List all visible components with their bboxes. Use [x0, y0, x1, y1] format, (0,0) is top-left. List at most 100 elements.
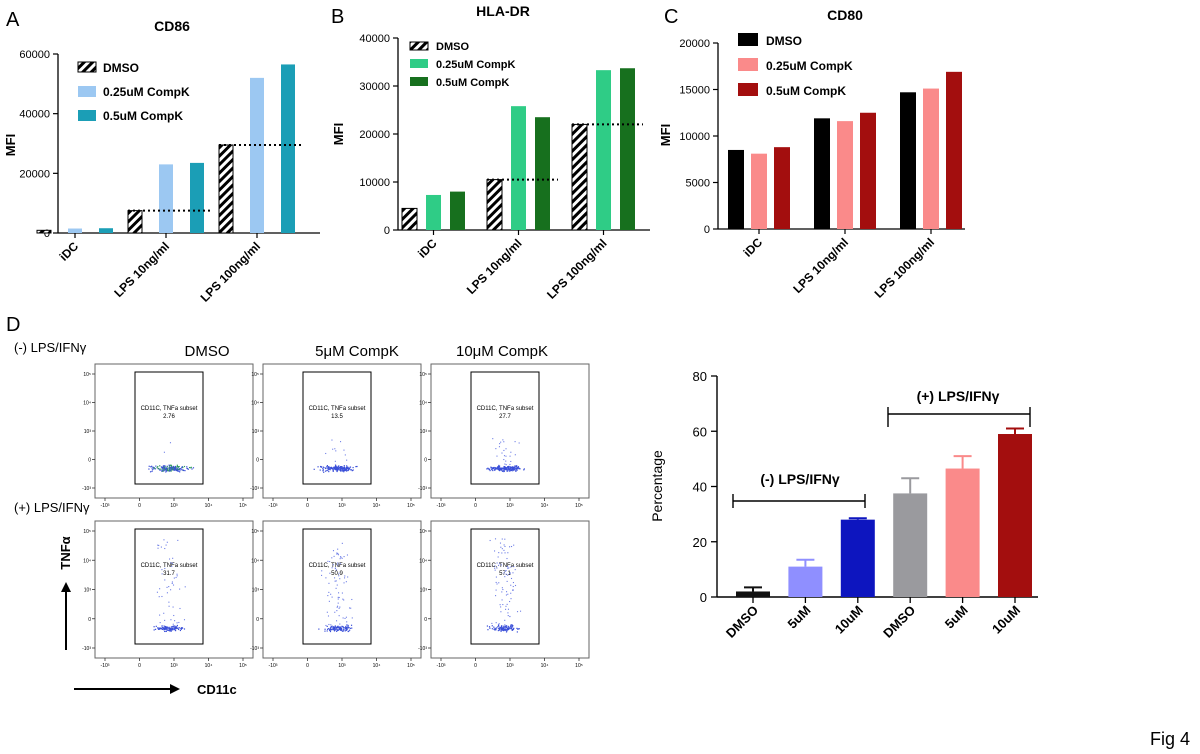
flow-event	[156, 467, 158, 469]
flow-event	[159, 469, 161, 471]
flow-event	[505, 573, 507, 575]
flow-event	[161, 627, 163, 630]
flow-event	[339, 556, 342, 558]
flow-event	[342, 626, 344, 628]
percentage-x-tick-label: DMSO	[880, 603, 918, 641]
cd80-bar-lps-100ng-ml-s1	[923, 88, 939, 229]
flow-event	[351, 470, 353, 472]
flow-event	[503, 458, 505, 461]
flow-event	[328, 600, 330, 602]
flow-row-label-pos: (+) LPS/IFNγ	[14, 500, 90, 515]
flow-event	[501, 599, 503, 601]
flow-event	[505, 448, 507, 450]
flow-event	[326, 630, 328, 632]
flow-event	[338, 596, 340, 599]
flow-event	[327, 468, 329, 470]
flow-event	[346, 467, 349, 469]
flow-event	[510, 592, 512, 594]
flow-event	[169, 467, 171, 469]
hla-dr-legend-05: 0.5uM CompK	[436, 77, 509, 89]
flow-event	[499, 604, 501, 606]
flow-event	[161, 468, 164, 470]
flow-event	[336, 467, 338, 469]
cd80-y-tick-label: 15000	[679, 85, 710, 97]
cd86-bar-lps-10ng-ml-s0	[127, 210, 143, 234]
percentage-y-tick-label: 20	[693, 535, 707, 550]
flow-event	[329, 628, 331, 630]
flow-event	[174, 620, 176, 622]
flow-event	[179, 471, 181, 473]
flow-event	[174, 629, 176, 631]
flow-event	[178, 468, 180, 470]
flow-event	[324, 628, 326, 630]
flow-event	[162, 625, 164, 627]
flow-event	[348, 468, 350, 471]
flow-event	[491, 628, 493, 630]
flow-event	[497, 466, 499, 468]
flow-gate	[134, 528, 204, 645]
flow-event	[503, 470, 505, 473]
flow-event	[174, 465, 177, 468]
hla-dr-bar-lps-100ng-ml-s0	[571, 123, 588, 231]
flow-event	[512, 589, 514, 591]
flow-event	[514, 584, 517, 587]
flow-event	[323, 467, 325, 469]
flow-plot-r0-c2: 10⁵ 10⁴ 10³ 0 -10³ -10³ 0 10³ 10⁴ 10⁵ CD11C, TNFa …	[418, 363, 590, 509]
flow-event	[161, 626, 163, 629]
flow-event	[510, 469, 513, 472]
flow-event	[168, 628, 170, 630]
hla-dr-x-ticks: iDC LPS 10ng/ml LPS 100ng/ml	[415, 230, 610, 302]
flow-y-tick-label: 10⁴	[251, 558, 259, 564]
flow-event	[343, 627, 345, 629]
flow-event	[328, 468, 331, 470]
flow-event	[168, 467, 170, 469]
flow-event	[508, 469, 510, 471]
cd86-bar-idc-s1	[68, 228, 82, 233]
flow-event	[513, 469, 515, 471]
flow-event	[333, 468, 335, 470]
flow-x-tick-label: 0	[306, 503, 309, 509]
flow-event	[516, 469, 518, 471]
flow-event	[510, 577, 513, 580]
flow-event	[346, 459, 348, 461]
flow-event	[505, 629, 507, 631]
flow-event	[494, 627, 496, 629]
flow-event	[172, 623, 174, 625]
flow-event	[518, 442, 520, 444]
flow-event	[332, 550, 335, 552]
flow-event	[497, 469, 500, 471]
panel-label-c: C	[664, 6, 678, 28]
percentage-bar-5	[998, 434, 1032, 597]
flow-event	[155, 625, 157, 627]
flow-event	[513, 566, 515, 568]
flow-event	[499, 627, 501, 629]
flow-event	[335, 469, 338, 471]
flow-event	[336, 610, 338, 612]
flow-event	[180, 468, 182, 470]
flow-event	[349, 466, 351, 469]
flow-plot-r0-c0: 10⁵ 10⁴ 10³ 0 -10³ -10³ 0 10³ 10⁴ 10⁵ CD11C, TNFa …	[82, 363, 254, 509]
flow-event	[326, 625, 328, 628]
hla-dr-bar-idc-s0	[401, 207, 418, 231]
flow-event	[347, 468, 349, 470]
flow-event	[182, 466, 184, 469]
flow-plot-r1-c2: 10⁵ 10⁴ 10³ 0 -10³ -10³ 0 10³ 10⁴ 10⁵ CD11C, TNFa …	[418, 520, 590, 669]
flow-event	[152, 466, 154, 468]
flow-event	[340, 469, 342, 471]
flow-event	[175, 627, 177, 630]
flow-event	[160, 468, 162, 470]
flow-event	[329, 572, 331, 574]
flow-event	[173, 614, 175, 617]
flow-events	[486, 538, 522, 633]
flow-event	[518, 467, 520, 469]
flow-event	[166, 469, 168, 471]
flow-x-tick-label: 0	[138, 503, 141, 509]
flow-event	[150, 466, 152, 468]
flow-event	[506, 557, 508, 560]
flow-event	[506, 630, 508, 632]
flow-event	[336, 626, 338, 628]
flow-event	[153, 626, 155, 628]
flow-events	[153, 539, 186, 633]
flow-event	[502, 626, 504, 628]
flow-plot-frame	[262, 363, 422, 499]
